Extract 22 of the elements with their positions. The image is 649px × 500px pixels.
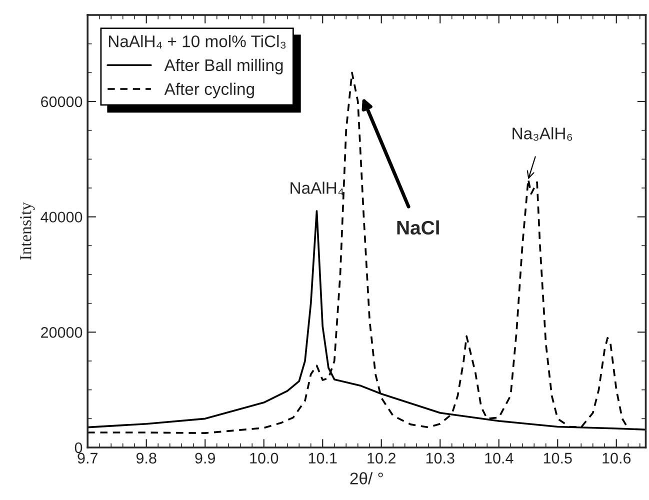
y-axis-title: Intensity: [20, 202, 35, 260]
x-tick-label: 10.2: [368, 452, 396, 464]
x-tick-label: 10.6: [602, 452, 631, 464]
y-tick-label: 20000: [41, 327, 82, 338]
y-tick-label: 0: [74, 442, 82, 454]
x-tick-label: 10.5: [544, 452, 572, 464]
x-axis-title: 2θ/ °: [350, 472, 383, 484]
annotation: Na₃AlH₆: [512, 127, 572, 141]
annotation: NaAlH₄: [290, 182, 344, 196]
x-tick-label: 9.9: [195, 452, 216, 464]
legend-title: NaAlH₄ + 10 mol% TiCl₃: [108, 35, 286, 49]
x-tick-label: 10.3: [426, 452, 454, 464]
x-tick-label: 9.8: [136, 452, 156, 464]
x-tick-label: 9.7: [78, 452, 98, 464]
annotation: NaCl: [397, 220, 439, 235]
x-tick-label: 10.0: [250, 452, 278, 464]
y-tick-label: 40000: [40, 212, 82, 223]
legend-label: After cycling: [164, 82, 254, 98]
y-tick-label: 60000: [41, 96, 82, 108]
legend-label: After Ball milling: [164, 58, 283, 74]
x-tick-label: 10.1: [308, 452, 337, 464]
x-tick-label: 10.4: [485, 452, 514, 464]
